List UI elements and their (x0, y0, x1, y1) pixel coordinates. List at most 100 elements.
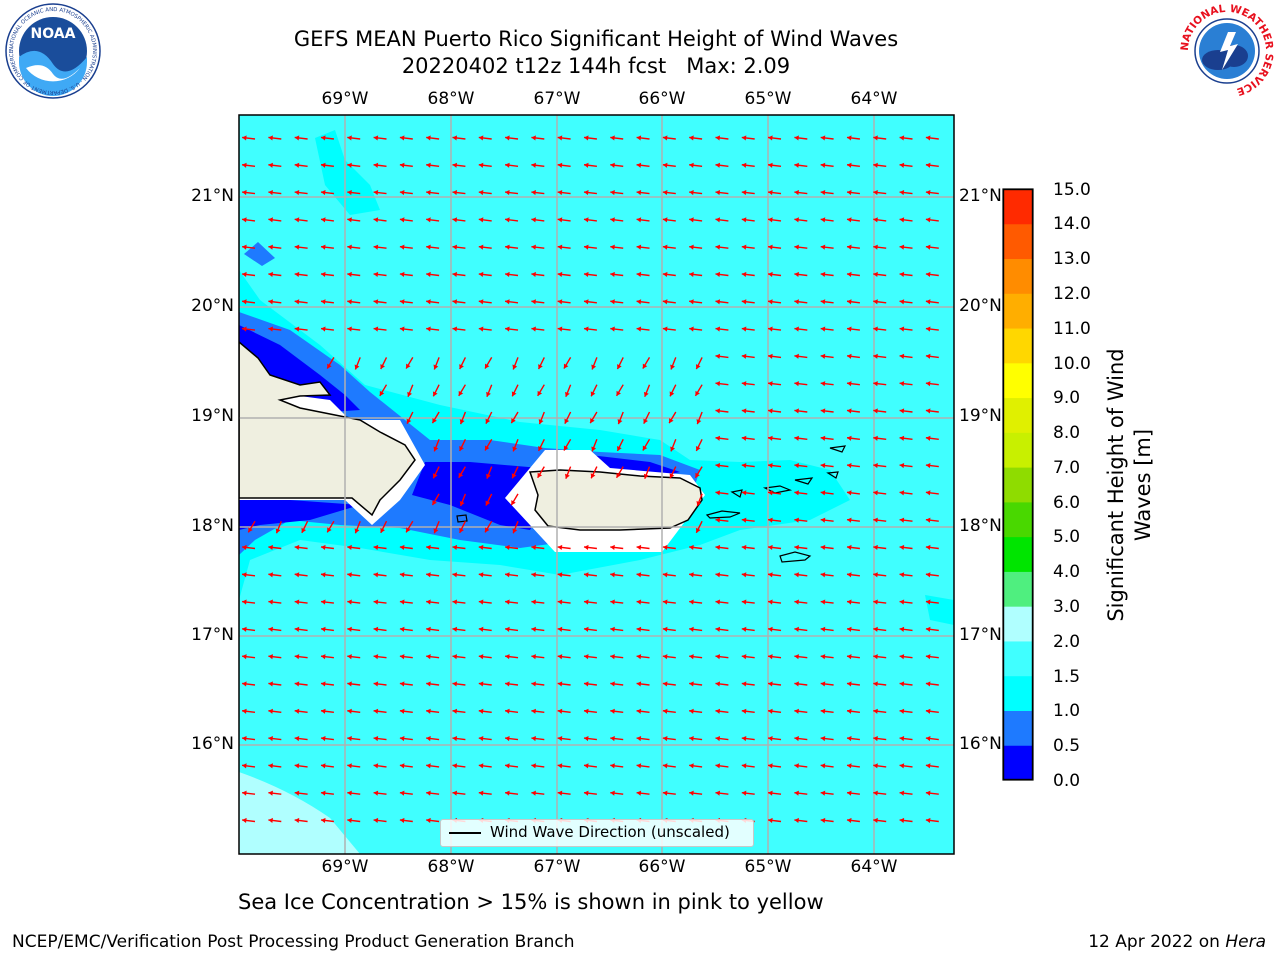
wave-direction-arrowhead (715, 572, 721, 578)
wave-direction-arrowhead (715, 435, 721, 441)
wave-direction-arrowhead (715, 381, 721, 387)
wave-direction-arrowhead (320, 790, 326, 796)
wave-direction-arrowhead (662, 790, 668, 796)
wave-direction-arrowhead (715, 490, 721, 496)
wave-direction-arrowhead (347, 681, 352, 687)
wave-direction-arrowhead (925, 408, 931, 414)
wave-direction-arrowhead (320, 681, 326, 687)
wave-direction-arrowhead (583, 654, 589, 660)
wave-direction-arrowhead (248, 527, 253, 533)
wave-direction-arrowhead (268, 326, 273, 332)
wave-direction-arrowhead (689, 244, 694, 250)
wave-direction-arrowhead (268, 135, 273, 141)
wave-direction-arrowhead (794, 326, 799, 332)
wave-direction-arrowhead (583, 271, 589, 278)
wave-direction-arrowhead (689, 135, 694, 141)
wave-direction-arrowhead (379, 390, 385, 396)
wave-direction-arrowhead (531, 790, 536, 796)
wave-direction-arrowhead (294, 544, 300, 551)
wave-direction-arrowhead (406, 527, 411, 533)
wave-direction-arrowhead (610, 189, 615, 196)
wave-direction-arrowhead (294, 326, 300, 332)
wave-direction-arrowhead (899, 572, 905, 578)
wave-direction-arrowhead (426, 654, 431, 660)
wave-direction-arrowhead (406, 363, 411, 369)
wave-direction-arrowhead (505, 654, 510, 660)
wave-direction-arrowhead (347, 544, 352, 551)
wave-direction-arrowhead (873, 490, 878, 496)
wave-direction-arrowhead (426, 708, 431, 714)
wave-direction-arrowhead (689, 599, 694, 605)
footer-credit: NCEP/EMC/Verification Post Processing Pr… (12, 932, 575, 952)
wave-direction-arrowhead (373, 681, 379, 687)
wave-direction-arrowhead (616, 390, 621, 396)
wave-direction-arrowhead (591, 446, 597, 452)
contour-0-0.5m-south (239, 500, 360, 530)
wave-direction-arrowhead (478, 763, 484, 769)
wave-direction-arrowhead (399, 572, 405, 578)
wave-direction-arrowhead (538, 364, 543, 370)
wave-direction-arrowhead (820, 654, 826, 660)
wave-direction-arrowhead (242, 763, 247, 769)
wave-direction-arrowhead (794, 626, 799, 632)
wave-direction-arrowhead (557, 326, 563, 332)
wave-direction-arrowhead (741, 326, 747, 332)
wave-direction-arrowhead (741, 408, 747, 414)
wave-direction-arrowhead (899, 708, 905, 714)
wave-direction-arrowhead (347, 572, 352, 578)
wave-direction-arrowhead (426, 626, 431, 632)
wave-direction-arrowhead (399, 162, 405, 168)
wave-direction-arrowhead (846, 599, 852, 605)
wave-direction-arrowhead (689, 763, 694, 769)
land-virgin-islands (730, 445, 847, 498)
wave-direction-arrowhead (590, 391, 596, 397)
wave-direction-arrowhead (557, 162, 563, 168)
wave-direction-arrowhead (432, 391, 438, 397)
wave-direction-arrowhead (662, 217, 668, 223)
wave-direction-arrowhead (485, 363, 490, 369)
colorbar-segment (1003, 501, 1033, 538)
wave-direction-arrowhead (347, 217, 352, 223)
wave-direction-arrowhead (505, 572, 510, 578)
wave-direction-arrowhead (505, 626, 510, 632)
wave-direction-arrowhead (846, 381, 852, 387)
wave-direction-arrowhead (557, 271, 563, 278)
wave-direction-arrowhead (478, 326, 484, 332)
legend-line-swatch (449, 832, 481, 834)
lon-label-top: 65°W (744, 89, 792, 109)
wave-direction-arrowhead (873, 135, 878, 141)
wave-direction-arrowhead (715, 135, 721, 141)
lon-label-bottom: 68°W (427, 857, 475, 877)
wave-direction-arrowhead (373, 708, 379, 714)
wave-direction-arrowhead (636, 135, 642, 141)
wave-direction-arrowhead (715, 244, 721, 250)
wave-direction-arrowhead (557, 572, 563, 578)
wave-direction-arrowhead (373, 544, 379, 551)
wave-direction-arrowhead (820, 189, 826, 196)
wave-direction-arrowhead (531, 763, 536, 769)
wave-direction-arrowhead (820, 217, 826, 223)
wave-direction-arrowhead (741, 626, 747, 632)
wave-direction-arrowhead (268, 244, 273, 250)
wave-direction-arrowhead (432, 418, 437, 424)
wave-direction-arrowhead (768, 244, 773, 250)
wave-direction-arrowhead (458, 472, 464, 478)
wave-direction-arrowhead (452, 708, 458, 714)
wave-direction-arrowhead (741, 162, 747, 168)
wave-direction-arrowhead (794, 299, 799, 305)
wave-direction-arrowhead (242, 626, 247, 632)
wave-direction-arrowhead (768, 462, 773, 469)
wave-direction-arrowhead (426, 790, 431, 796)
wave-direction-arrowhead (925, 544, 931, 551)
wave-direction-arrowhead (820, 735, 826, 742)
colorbar-tick: 15.0 (1053, 180, 1091, 200)
wave-direction-arrowhead (741, 217, 747, 223)
wave-direction-arrowhead (873, 790, 878, 796)
wave-direction-arrowhead (406, 418, 412, 424)
lat-label-left: 17°N (191, 625, 234, 645)
wave-direction-arrowhead (268, 681, 273, 687)
colorbar-tick: 12.0 (1053, 284, 1091, 304)
wave-direction-arrowhead (899, 353, 905, 359)
wave-direction-arrowhead (399, 790, 405, 796)
nws-logo: NATIONAL WEATHER SERVICE (1178, 2, 1276, 100)
